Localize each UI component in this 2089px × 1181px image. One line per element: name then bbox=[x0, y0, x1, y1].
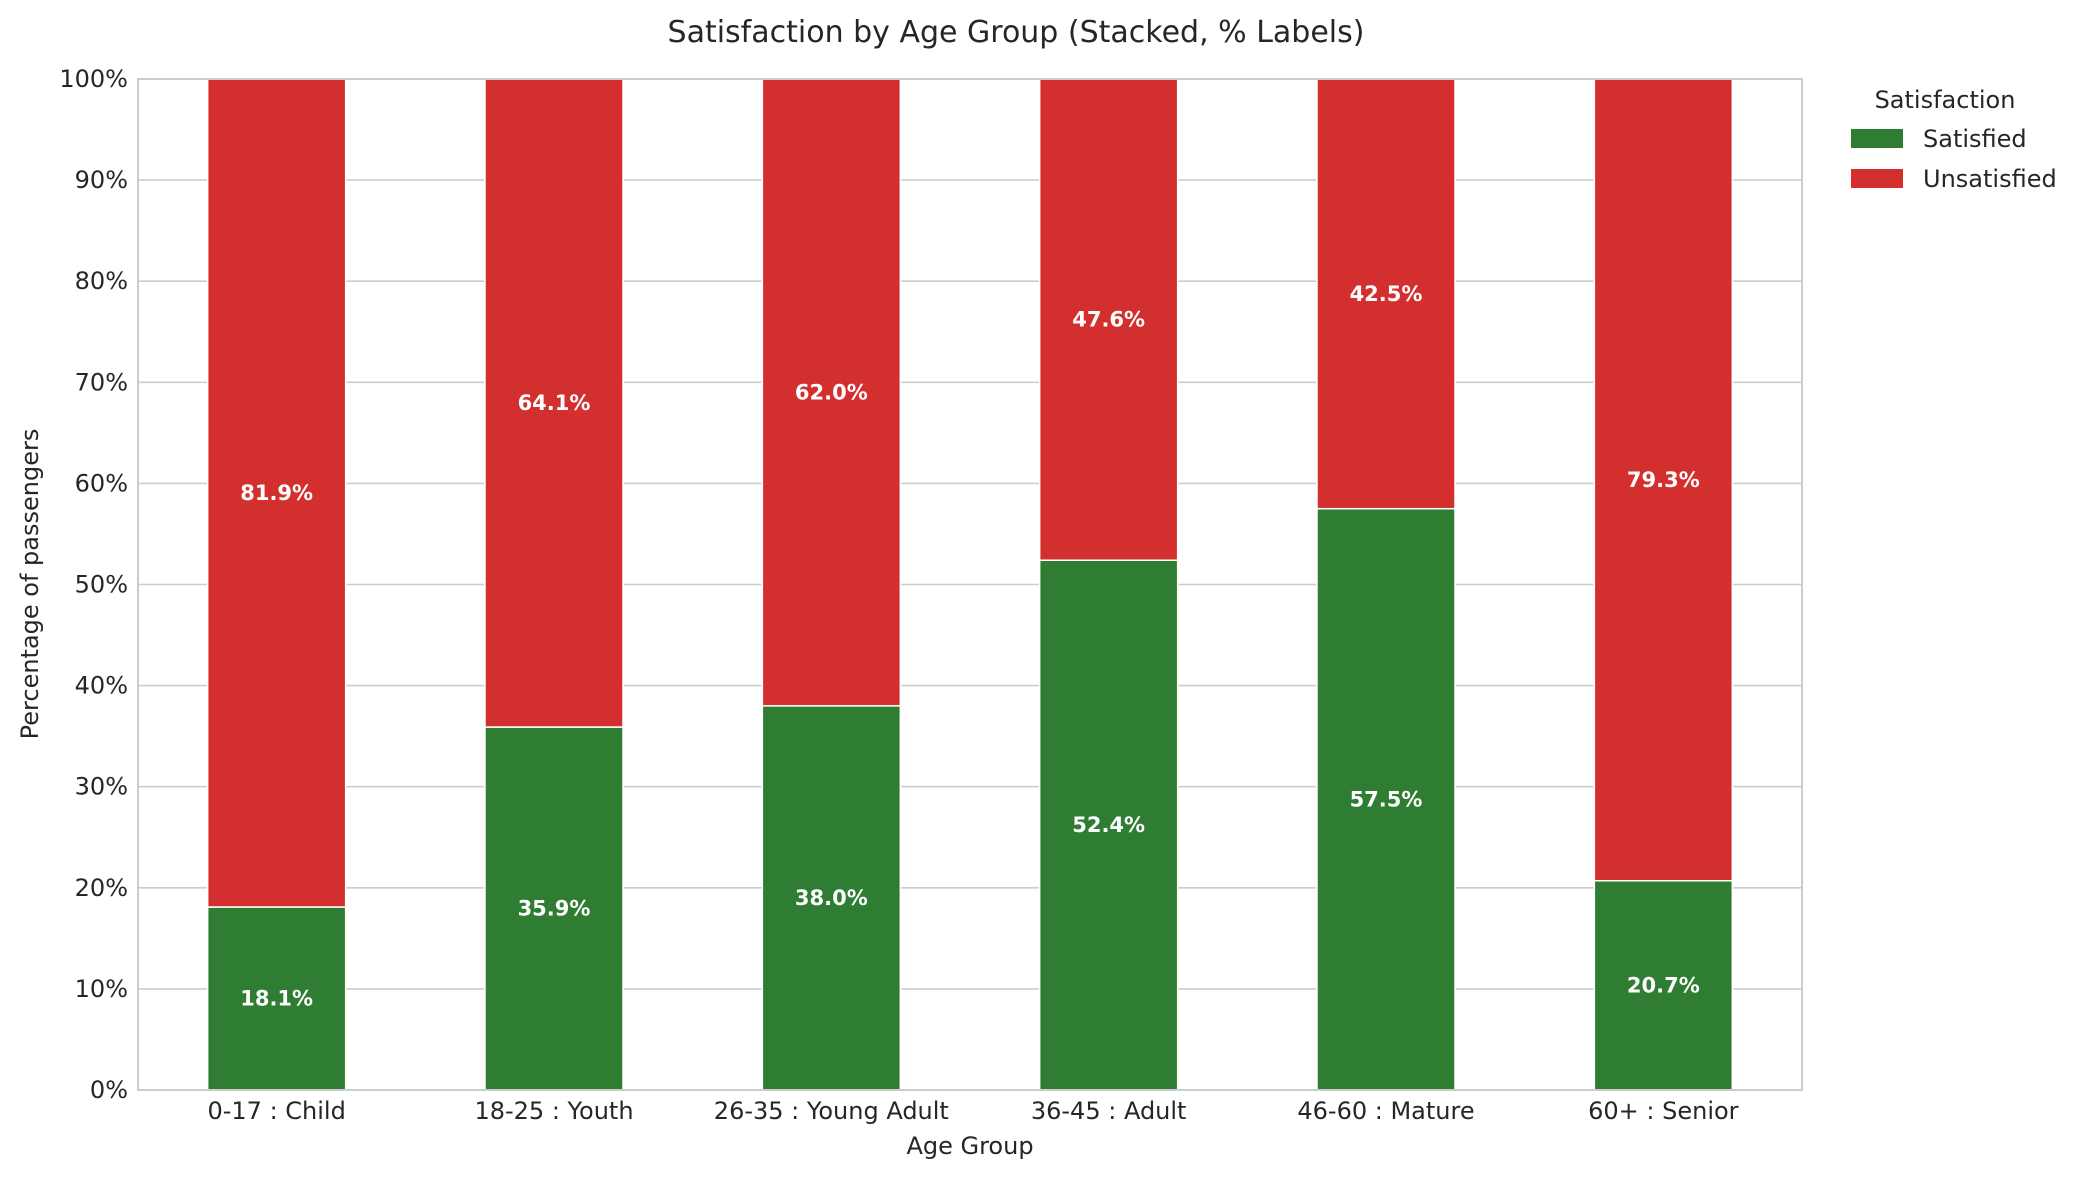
x-axis-label: Age Group bbox=[906, 1132, 1033, 1160]
bar-unsatisfied bbox=[1593, 78, 1734, 882]
y-tick-label: 60% bbox=[75, 469, 128, 497]
legend: Satisfaction Satisfied Unsatisfied bbox=[1851, 86, 2057, 193]
bar-data-label: 52.4% bbox=[1072, 813, 1145, 837]
y-tick-label: 80% bbox=[75, 267, 128, 295]
x-tick-label: 18-25 : Youth bbox=[474, 1097, 633, 1125]
legend-title: Satisfaction bbox=[1875, 86, 2016, 114]
y-tick-label: 0% bbox=[90, 1076, 128, 1104]
bar-data-label: 64.1% bbox=[518, 391, 591, 415]
bar-data-label: 62.0% bbox=[795, 380, 868, 404]
bar-data-label: 20.7% bbox=[1627, 973, 1700, 997]
legend-swatch-unsatisfied bbox=[1851, 169, 1903, 188]
bar-unsatisfied bbox=[761, 78, 902, 707]
bar-satisfied bbox=[1316, 507, 1456, 1091]
bar-satisfied bbox=[206, 906, 347, 1091]
y-tick-label: 70% bbox=[75, 368, 128, 396]
y-tick-label: 90% bbox=[75, 166, 128, 194]
bar-data-label: 81.9% bbox=[240, 481, 313, 505]
bar-data-label: 57.5% bbox=[1350, 787, 1423, 811]
bars-layer bbox=[206, 78, 1734, 1091]
y-axis-ticks: 0% 10% 20% 30% 40% 50% 60% 70% 80% 90% 100% bbox=[59, 65, 128, 1104]
y-tick-label: 30% bbox=[75, 773, 128, 801]
y-tick-label: 20% bbox=[75, 874, 128, 902]
y-tick-label: 100% bbox=[59, 65, 128, 93]
x-tick-label: 46-60 : Mature bbox=[1297, 1097, 1474, 1125]
bar-unsatisfied bbox=[206, 78, 347, 908]
bar-unsatisfied bbox=[1038, 78, 1179, 561]
y-tick-label: 40% bbox=[75, 672, 128, 700]
legend-label-unsatisfied: Unsatisfied bbox=[1923, 165, 2057, 193]
bar-data-label: 38.0% bbox=[795, 886, 868, 910]
bar-satisfied bbox=[484, 726, 624, 1091]
bar-unsatisfied bbox=[484, 78, 624, 728]
y-axis-label: Percentage of passengers bbox=[16, 429, 44, 740]
y-tick-label: 10% bbox=[75, 975, 128, 1003]
legend-swatch-satisfied bbox=[1851, 129, 1903, 148]
y-tick-label: 50% bbox=[75, 571, 128, 599]
x-tick-label: 26-35 : Young Adult bbox=[714, 1097, 949, 1125]
labels-layer: 18.1% 81.9% 35.9% 64.1% 38.0% 62.0% 52.4% 47.6%… bbox=[240, 282, 1700, 1011]
bar-data-label: 47.6% bbox=[1072, 308, 1145, 332]
legend-label-satisfied: Satisfied bbox=[1923, 125, 2027, 153]
bar-unsatisfied bbox=[1316, 78, 1456, 510]
bar-satisfied bbox=[1593, 879, 1734, 1091]
bar-satisfied bbox=[1038, 559, 1179, 1091]
bar-data-label: 35.9% bbox=[518, 897, 591, 921]
bar-data-label: 42.5% bbox=[1350, 282, 1423, 306]
x-tick-label: 60+ : Senior bbox=[1588, 1097, 1739, 1125]
bar-satisfied bbox=[761, 705, 902, 1091]
x-axis-ticks: 0-17 : Child 18-25 : Youth 26-35 : Young A… bbox=[207, 1097, 1738, 1125]
bar-data-label: 18.1% bbox=[240, 987, 313, 1011]
bar-data-label: 79.3% bbox=[1627, 468, 1700, 492]
x-tick-label: 0-17 : Child bbox=[207, 1097, 345, 1125]
chart-title: Satisfaction by Age Group (Stacked, % La… bbox=[668, 15, 1365, 50]
x-tick-label: 36-45 : Adult bbox=[1031, 1097, 1187, 1125]
plot-frame bbox=[137, 78, 1803, 1091]
grid-layer bbox=[138, 78, 1802, 1091]
